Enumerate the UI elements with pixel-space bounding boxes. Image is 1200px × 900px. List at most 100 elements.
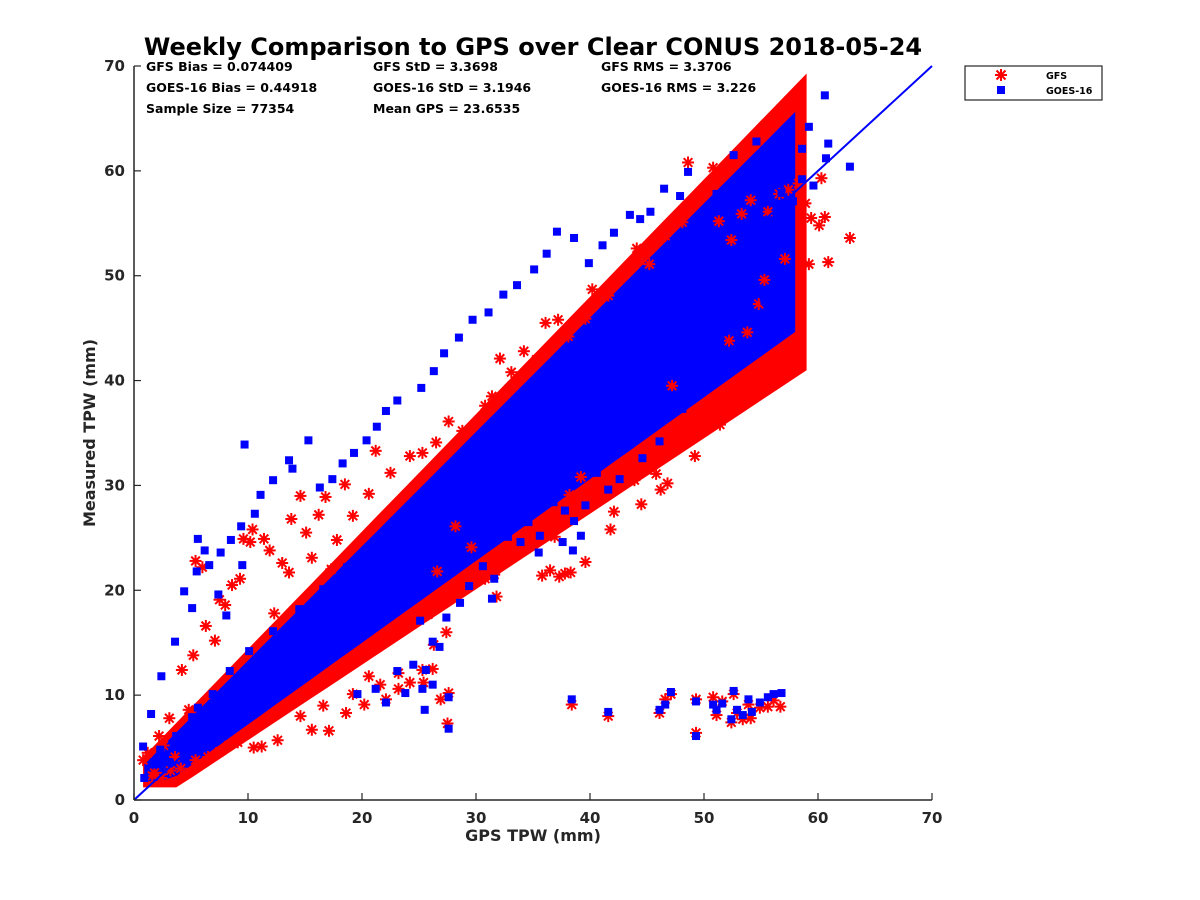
gfs-point	[153, 730, 166, 743]
gfs-point	[712, 215, 725, 228]
gfs-point	[544, 564, 557, 577]
goes16-point	[487, 594, 496, 603]
goes16-point	[208, 690, 217, 699]
goes16-point	[515, 439, 524, 448]
gfs-point	[340, 706, 353, 719]
stat-goes16-bias: GOES-16 Bias = 0.44918	[146, 80, 317, 95]
gfs-point	[234, 572, 247, 585]
gfs-point	[226, 579, 239, 592]
goes16-point	[709, 700, 718, 709]
gfs-point	[175, 663, 188, 676]
gfs-point	[710, 399, 723, 412]
gfs-point	[465, 541, 478, 554]
x-tick-label: 40	[580, 809, 601, 827]
goes16-point	[615, 475, 624, 484]
goes16-point	[712, 189, 721, 198]
goes16-point	[315, 483, 324, 492]
gfs-point	[579, 555, 592, 568]
gfs-point	[628, 474, 641, 487]
goes16-point	[526, 408, 535, 417]
stats-block: GFS Bias = 0.074409 GFS StD = 3.3698 GFS…	[146, 59, 756, 116]
goes16-point	[222, 611, 231, 620]
goes16-point	[422, 514, 431, 523]
goes16-point	[465, 582, 474, 591]
gfs-point	[187, 649, 200, 662]
goes16-point	[225, 667, 234, 676]
gfs-point	[564, 566, 577, 579]
goes16-point	[755, 698, 764, 707]
stat-goes16-std: GOES-16 StD = 3.1946	[373, 80, 531, 95]
y-tick-label: 40	[104, 372, 125, 390]
goes16-point	[845, 162, 854, 171]
gfs-point	[643, 258, 656, 271]
gfs-point	[325, 563, 338, 576]
stat-gfs-rms: GFS RMS = 3.3706	[601, 59, 732, 74]
goes16-point	[572, 367, 581, 376]
gfs-point	[815, 172, 828, 185]
goes16-point	[718, 699, 727, 708]
gfs-point	[530, 353, 543, 366]
goes16-point	[754, 207, 763, 216]
goes16-point	[171, 637, 180, 646]
goes16-point	[567, 695, 576, 704]
goes16-point	[503, 532, 512, 541]
gfs-point	[362, 670, 375, 683]
gfs-point	[604, 523, 617, 536]
goes16-point	[205, 561, 214, 570]
goes16-point	[421, 665, 430, 674]
goes16-point	[295, 605, 304, 614]
gfs-point	[677, 429, 690, 442]
goes16-point	[798, 144, 807, 153]
goes16-point	[739, 186, 748, 195]
goes16-point	[692, 697, 701, 706]
goes16-point	[524, 518, 533, 527]
goes16-point	[188, 604, 197, 613]
goes16-point	[558, 538, 567, 547]
gfs-point	[744, 194, 757, 207]
goes16-point	[256, 490, 265, 499]
goes16-point	[684, 167, 693, 176]
goes16-point	[371, 684, 380, 693]
y-axis-ticks: 0 10 20 30 40 50 60 70	[104, 57, 141, 809]
gfs-point	[163, 712, 176, 725]
x-tick-label: 30	[466, 809, 487, 827]
goes16-point	[581, 501, 590, 510]
goes16-point	[766, 217, 775, 226]
gfs-point	[707, 161, 720, 174]
goes16-point	[393, 396, 402, 405]
goes16-point	[428, 680, 437, 689]
goes16-point	[478, 562, 487, 571]
goes16-point	[535, 531, 544, 540]
goes16-point	[418, 684, 427, 693]
gfs-point	[247, 741, 260, 754]
goes16-point	[780, 244, 789, 253]
one-to-one-line	[133, 65, 933, 801]
goes16-point	[668, 391, 677, 400]
goes16-point	[727, 715, 736, 724]
legend-gfs-label: GFS	[1046, 71, 1067, 82]
gfs-point	[682, 156, 695, 169]
gfs-point	[430, 436, 443, 449]
gfs-point	[688, 450, 701, 463]
stat-sample-size: Sample Size = 77354	[146, 101, 295, 116]
goes16-point	[750, 265, 759, 274]
goes16-point	[157, 672, 166, 681]
goes16-point	[417, 383, 426, 392]
y-tick-label: 70	[104, 57, 125, 75]
gfs-point	[244, 536, 257, 549]
gfs-point	[369, 444, 382, 457]
goes16-point	[306, 614, 315, 623]
gfs-point	[257, 532, 270, 545]
goes16-point	[442, 613, 451, 622]
goes16-point	[636, 215, 645, 224]
goes16-point	[752, 137, 761, 146]
stat-gfs-bias: GFS Bias = 0.074409	[146, 59, 293, 74]
goes16-point	[288, 464, 297, 473]
goes16-point	[147, 710, 156, 719]
gfs-point	[723, 334, 736, 347]
goes16-point	[353, 574, 362, 583]
goes16-point	[400, 532, 409, 541]
gfs-point	[586, 283, 599, 296]
gfs-point	[479, 572, 492, 585]
